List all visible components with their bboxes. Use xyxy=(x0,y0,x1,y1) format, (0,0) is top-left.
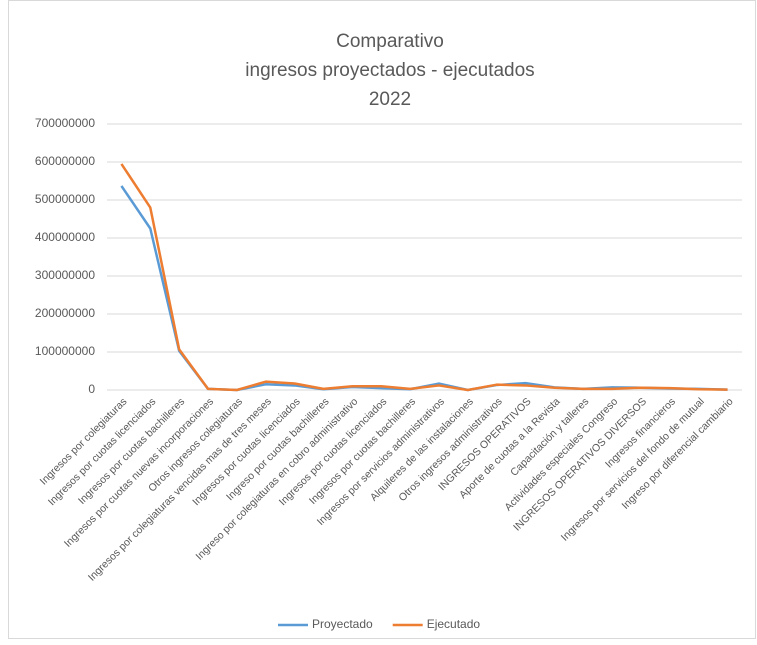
y-tick-label: 300000000 xyxy=(35,268,95,282)
data-line xyxy=(120,163,728,392)
chart-title: Comparativo xyxy=(336,31,444,52)
y-tick-label: 700000000 xyxy=(35,116,95,130)
y-tick-label: 0 xyxy=(88,382,95,396)
y-tick-label: 400000000 xyxy=(35,230,95,244)
y-tick-label: 500000000 xyxy=(35,192,95,206)
legend-label: Ejecutado xyxy=(427,617,481,631)
y-tick-label: 200000000 xyxy=(35,306,95,320)
y-tick-label: 600000000 xyxy=(35,154,95,168)
legend-label: Proyectado xyxy=(312,617,373,631)
chart-title: 2022 xyxy=(369,89,411,110)
chart-title: ingresos proyectados - ejecutados xyxy=(245,60,534,81)
y-tick-label: 100000000 xyxy=(35,344,95,358)
chart-frame xyxy=(8,0,756,639)
